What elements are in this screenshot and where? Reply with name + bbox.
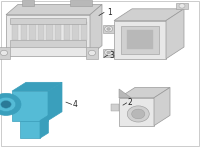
Circle shape — [107, 51, 110, 54]
Polygon shape — [103, 25, 114, 33]
Polygon shape — [55, 22, 61, 40]
Polygon shape — [29, 22, 36, 40]
Circle shape — [88, 50, 96, 56]
Circle shape — [105, 50, 113, 55]
Polygon shape — [10, 18, 86, 24]
Polygon shape — [119, 87, 170, 98]
Circle shape — [179, 4, 185, 8]
Polygon shape — [6, 15, 90, 56]
Circle shape — [132, 109, 145, 119]
Polygon shape — [22, 0, 34, 6]
Text: 2: 2 — [128, 98, 133, 107]
Text: 3: 3 — [109, 51, 114, 60]
Polygon shape — [10, 40, 86, 47]
Circle shape — [107, 28, 110, 30]
Circle shape — [105, 26, 113, 32]
Polygon shape — [86, 47, 98, 59]
Polygon shape — [12, 22, 18, 40]
Circle shape — [0, 97, 16, 112]
Polygon shape — [176, 3, 188, 9]
Polygon shape — [90, 4, 102, 56]
Polygon shape — [20, 121, 40, 138]
Polygon shape — [111, 104, 119, 111]
Circle shape — [0, 50, 8, 56]
Polygon shape — [46, 22, 53, 40]
Polygon shape — [70, 0, 92, 6]
Polygon shape — [119, 89, 131, 98]
Polygon shape — [12, 82, 62, 91]
Polygon shape — [81, 22, 87, 40]
Polygon shape — [114, 21, 166, 59]
Polygon shape — [154, 87, 170, 126]
Polygon shape — [40, 115, 48, 138]
Polygon shape — [103, 49, 114, 57]
Polygon shape — [166, 9, 184, 59]
Text: 1: 1 — [108, 8, 112, 17]
Polygon shape — [64, 22, 70, 40]
Polygon shape — [12, 91, 48, 121]
Circle shape — [1, 101, 11, 108]
Polygon shape — [114, 9, 184, 21]
Polygon shape — [121, 26, 159, 54]
Polygon shape — [38, 22, 44, 40]
Circle shape — [127, 106, 149, 122]
Polygon shape — [72, 22, 79, 40]
Polygon shape — [0, 47, 10, 59]
Polygon shape — [119, 98, 154, 126]
Polygon shape — [127, 30, 153, 49]
Circle shape — [0, 93, 21, 115]
Polygon shape — [21, 22, 27, 40]
Polygon shape — [48, 82, 62, 121]
Polygon shape — [6, 4, 102, 15]
Text: 4: 4 — [73, 100, 78, 109]
